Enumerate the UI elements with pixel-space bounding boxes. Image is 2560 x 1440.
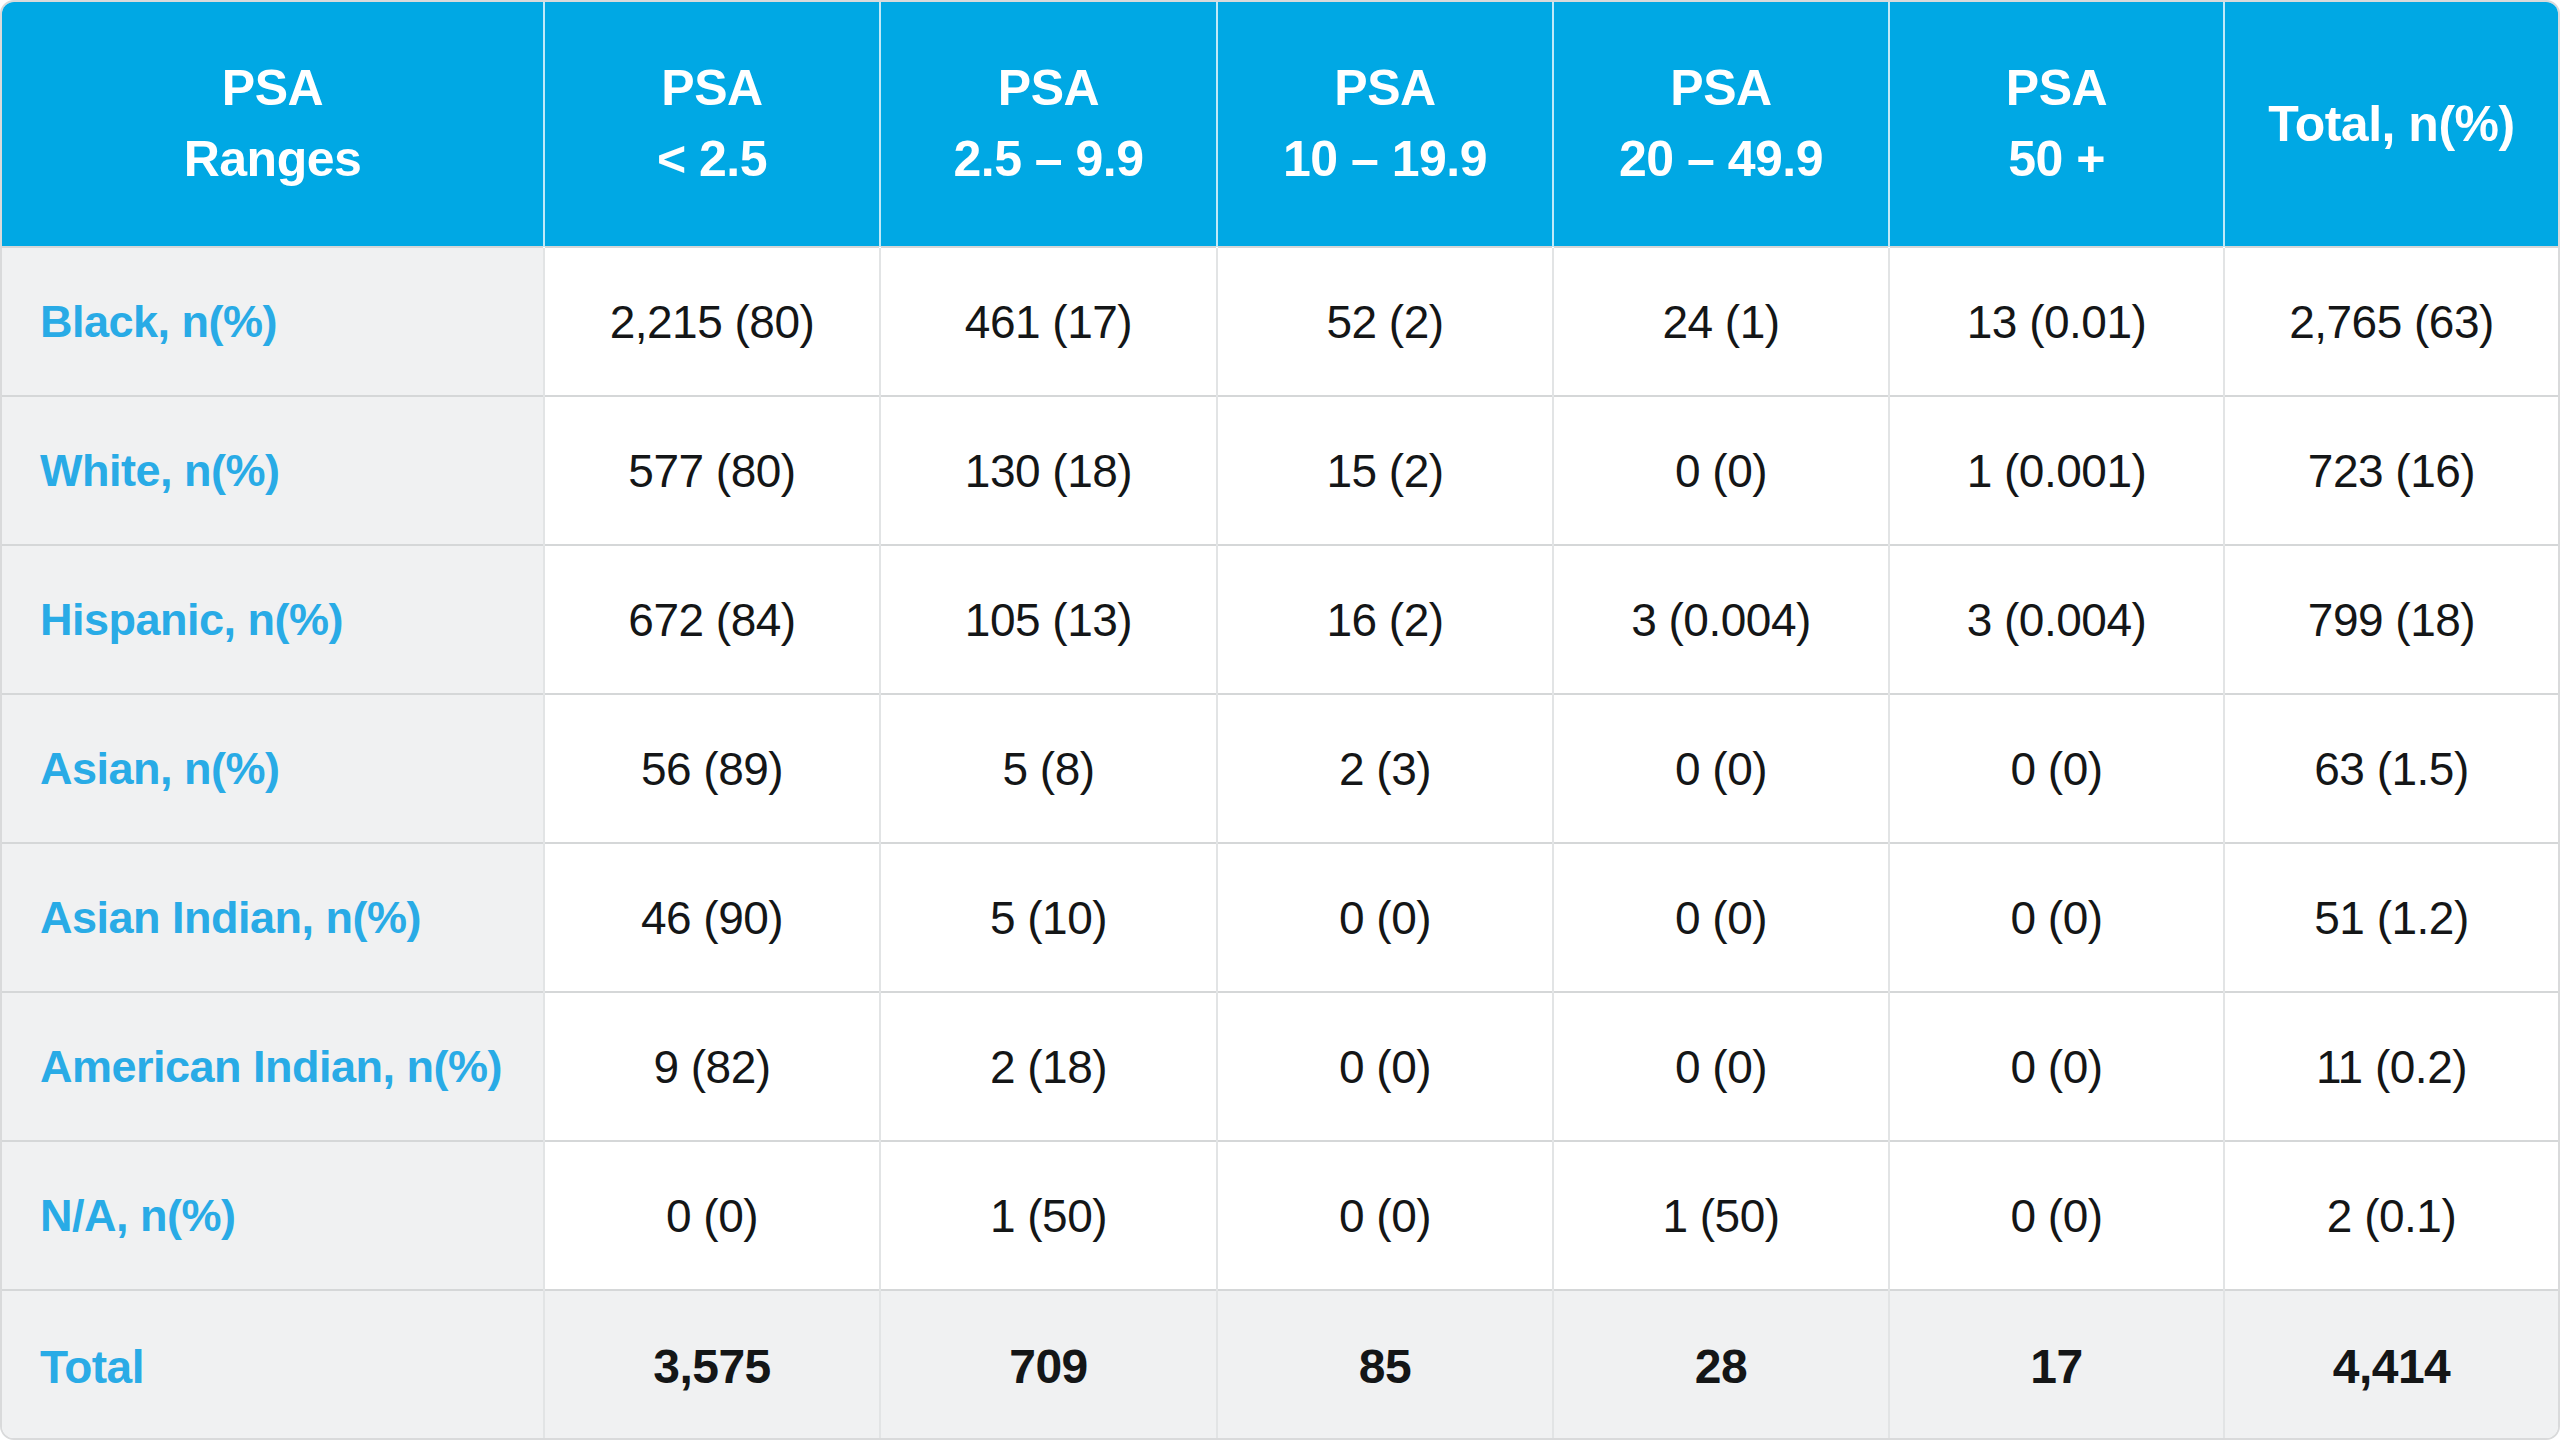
row-label-na: N/A, n(%) [2, 1141, 544, 1290]
header-line: Ranges [2, 124, 543, 195]
header-line: 10 – 19.9 [1218, 124, 1552, 195]
table-row-na: N/A, n(%) 0 (0) 1 (50) 0 (0) 1 (50) 0 (0… [2, 1141, 2558, 1290]
data-cell: 0 (0) [1553, 694, 1889, 843]
data-cell: 2,215 (80) [544, 247, 880, 396]
table-row-asian: Asian, n(%) 56 (89) 5 (8) 2 (3) 0 (0) 0 … [2, 694, 2558, 843]
data-cell: 0 (0) [1553, 396, 1889, 545]
data-cell: 5 (10) [880, 843, 1217, 992]
header-line: 2.5 – 9.9 [881, 124, 1216, 195]
header-line: PSA [1218, 53, 1552, 124]
header-line: 50 + [1890, 124, 2223, 195]
header-line: PSA [1890, 53, 2223, 124]
data-cell: 2,765 (63) [2224, 247, 2558, 396]
total-cell: 17 [1889, 1290, 2224, 1440]
data-cell: 0 (0) [1889, 1141, 2224, 1290]
header-line: PSA [1554, 53, 1888, 124]
column-header-psa-lt-2-5: PSA < 2.5 [544, 2, 880, 247]
data-cell: 1 (50) [1553, 1141, 1889, 1290]
data-cell: 461 (17) [880, 247, 1217, 396]
data-cell: 577 (80) [544, 396, 880, 545]
data-cell: 11 (0.2) [2224, 992, 2558, 1141]
data-cell: 672 (84) [544, 545, 880, 694]
row-label-total: Total [2, 1290, 544, 1440]
table-row-black: Black, n(%) 2,215 (80) 461 (17) 52 (2) 2… [2, 247, 2558, 396]
data-cell: 0 (0) [1217, 992, 1553, 1141]
data-cell: 0 (0) [1553, 843, 1889, 992]
total-cell: 4,414 [2224, 1290, 2558, 1440]
data-cell: 0 (0) [1553, 992, 1889, 1141]
header-row: PSA Ranges PSA < 2.5 PSA 2.5 – 9.9 PSA 1… [2, 2, 2558, 247]
data-cell: 24 (1) [1553, 247, 1889, 396]
row-label-black: Black, n(%) [2, 247, 544, 396]
header-line: PSA [881, 53, 1216, 124]
header-line: < 2.5 [545, 124, 879, 195]
row-label-asian: Asian, n(%) [2, 694, 544, 843]
data-cell: 46 (90) [544, 843, 880, 992]
data-cell: 0 (0) [1889, 843, 2224, 992]
data-cell: 3 (0.004) [1553, 545, 1889, 694]
total-cell: 28 [1553, 1290, 1889, 1440]
data-cell: 1 (50) [880, 1141, 1217, 1290]
table-row-american-indian: American Indian, n(%) 9 (82) 2 (18) 0 (0… [2, 992, 2558, 1141]
psa-table-container: PSA Ranges PSA < 2.5 PSA 2.5 – 9.9 PSA 1… [0, 0, 2560, 1440]
row-label-asian-indian: Asian Indian, n(%) [2, 843, 544, 992]
data-cell: 723 (16) [2224, 396, 2558, 545]
column-header-psa-20-49-9: PSA 20 – 49.9 [1553, 2, 1889, 247]
data-cell: 0 (0) [544, 1141, 880, 1290]
data-cell: 2 (0.1) [2224, 1141, 2558, 1290]
table-row-hispanic: Hispanic, n(%) 672 (84) 105 (13) 16 (2) … [2, 545, 2558, 694]
data-cell: 0 (0) [1217, 843, 1553, 992]
header-line: Total, n(%) [2225, 89, 2558, 160]
column-header-psa-2-5-9-9: PSA 2.5 – 9.9 [880, 2, 1217, 247]
data-cell: 9 (82) [544, 992, 880, 1141]
table-body: Black, n(%) 2,215 (80) 461 (17) 52 (2) 2… [2, 247, 2558, 1440]
total-cell: 85 [1217, 1290, 1553, 1440]
data-cell: 56 (89) [544, 694, 880, 843]
data-cell: 2 (18) [880, 992, 1217, 1141]
header-line: PSA [2, 53, 543, 124]
data-cell: 0 (0) [1889, 694, 2224, 843]
row-label-hispanic: Hispanic, n(%) [2, 545, 544, 694]
data-cell: 15 (2) [1217, 396, 1553, 545]
row-label-white: White, n(%) [2, 396, 544, 545]
total-cell: 3,575 [544, 1290, 880, 1440]
data-cell: 2 (3) [1217, 694, 1553, 843]
table-row-asian-indian: Asian Indian, n(%) 46 (90) 5 (10) 0 (0) … [2, 843, 2558, 992]
table-header: PSA Ranges PSA < 2.5 PSA 2.5 – 9.9 PSA 1… [2, 2, 2558, 247]
data-cell: 5 (8) [880, 694, 1217, 843]
data-cell: 63 (1.5) [2224, 694, 2558, 843]
data-cell: 1 (0.001) [1889, 396, 2224, 545]
data-cell: 105 (13) [880, 545, 1217, 694]
table-row-total: Total 3,575 709 85 28 17 4,414 [2, 1290, 2558, 1440]
data-cell: 0 (0) [1889, 992, 2224, 1141]
row-label-american-indian: American Indian, n(%) [2, 992, 544, 1141]
column-header-psa-ranges: PSA Ranges [2, 2, 544, 247]
data-cell: 16 (2) [1217, 545, 1553, 694]
data-cell: 52 (2) [1217, 247, 1553, 396]
total-cell: 709 [880, 1290, 1217, 1440]
header-line: 20 – 49.9 [1554, 124, 1888, 195]
data-cell: 13 (0.01) [1889, 247, 2224, 396]
column-header-psa-50-plus: PSA 50 + [1889, 2, 2224, 247]
column-header-total: Total, n(%) [2224, 2, 2558, 247]
psa-table: PSA Ranges PSA < 2.5 PSA 2.5 – 9.9 PSA 1… [2, 2, 2558, 1440]
data-cell: 3 (0.004) [1889, 545, 2224, 694]
column-header-psa-10-19-9: PSA 10 – 19.9 [1217, 2, 1553, 247]
header-line: PSA [545, 53, 879, 124]
data-cell: 130 (18) [880, 396, 1217, 545]
data-cell: 51 (1.2) [2224, 843, 2558, 992]
data-cell: 0 (0) [1217, 1141, 1553, 1290]
table-row-white: White, n(%) 577 (80) 130 (18) 15 (2) 0 (… [2, 396, 2558, 545]
data-cell: 799 (18) [2224, 545, 2558, 694]
